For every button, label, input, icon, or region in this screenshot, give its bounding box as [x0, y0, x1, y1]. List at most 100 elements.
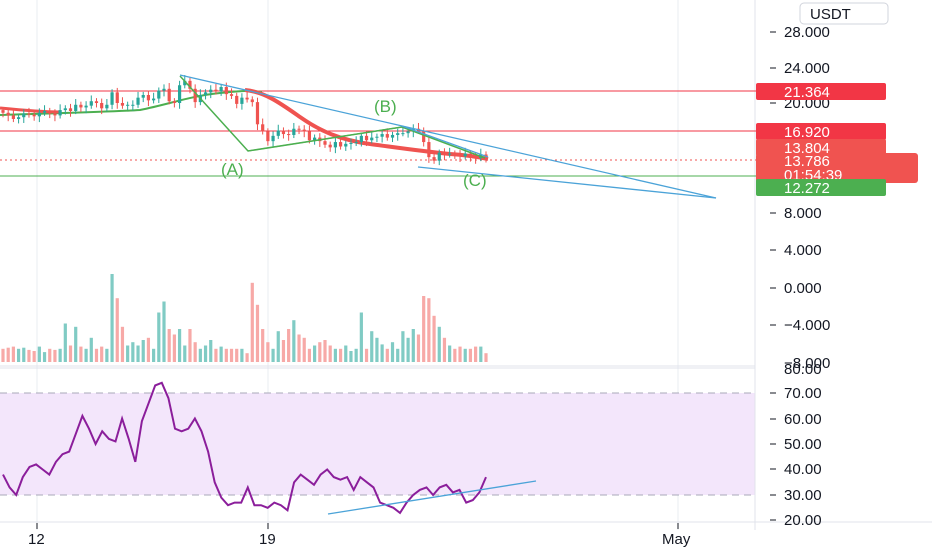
- candle-body: [120, 103, 125, 106]
- volume-bar: [385, 348, 389, 362]
- candle-body: [63, 108, 67, 111]
- volume-bar: [219, 346, 223, 362]
- candle-body: [115, 92, 119, 103]
- candle-body: [58, 110, 62, 116]
- candle-body: [94, 101, 99, 103]
- volume-bar: [131, 342, 135, 362]
- candle-body: [468, 153, 473, 158]
- volume-bar: [126, 345, 130, 362]
- candle-body: [432, 157, 436, 161]
- candle-body: [53, 113, 57, 116]
- candle-body: [193, 88, 197, 103]
- volume-bar: [183, 345, 187, 362]
- volume-bar: [136, 345, 140, 362]
- volume-bar: [16, 348, 21, 362]
- volume-bar: [240, 348, 244, 362]
- volume-bar: [58, 348, 62, 362]
- volume-bar: [141, 340, 145, 362]
- date-axis[interactable]: 12 19 May: [28, 523, 691, 548]
- currency-box: [799, 2, 889, 25]
- candle-body: [448, 153, 452, 155]
- volume-bar: [193, 342, 197, 362]
- candle-body: [141, 95, 145, 98]
- candle-body: [338, 142, 343, 147]
- candle-body: [328, 144, 332, 148]
- candle-body: [79, 104, 83, 108]
- candle-body: [37, 112, 41, 117]
- volume-bar: [157, 312, 161, 362]
- candle-body: [307, 131, 312, 141]
- candle-body: [313, 137, 317, 141]
- rsi-tick-30: 30.00: [784, 487, 822, 504]
- candle-body: [131, 104, 135, 106]
- candle-body: [463, 153, 467, 157]
- candle-body: [157, 90, 161, 99]
- price-tick-8: 8.000: [784, 205, 822, 222]
- candle-body: [364, 135, 369, 141]
- rsi-line: [2, 381, 487, 515]
- candle-body: [281, 130, 286, 135]
- candle-body: [105, 104, 109, 109]
- volume-bar: [89, 337, 93, 362]
- volume-bar: [167, 329, 171, 362]
- volume-bar: [37, 346, 41, 362]
- candle-body: [100, 103, 104, 109]
- candle-body: [229, 94, 234, 96]
- price-tick-0: 0.000: [784, 280, 822, 297]
- rsi-tick-50: 50.00: [784, 436, 822, 453]
- volume-bar: [250, 282, 254, 362]
- volume-bar: [276, 331, 280, 362]
- candle-body: [27, 113, 31, 115]
- volume-bar: [292, 320, 296, 362]
- rsi-tick-20: 20.00: [784, 512, 822, 529]
- wave-label-a: (A): [221, 160, 244, 179]
- candle-body: [136, 97, 140, 105]
- candle-body: [261, 124, 265, 132]
- candle-body: [406, 131, 410, 134]
- volume-bar: [313, 345, 317, 362]
- volume-bar: [318, 342, 322, 362]
- candle-body: [287, 134, 291, 136]
- volume-bar: [11, 346, 15, 362]
- volume-bar: [162, 301, 166, 362]
- candle-body: [297, 128, 301, 130]
- candle-body: [209, 89, 213, 93]
- candle-body: [266, 131, 270, 142]
- candle-body: [323, 141, 327, 145]
- volume-bar: [42, 352, 47, 362]
- volume-bar: [224, 348, 228, 362]
- volume-bar: [266, 342, 270, 362]
- volume-bar: [198, 348, 202, 362]
- volume-bar: [261, 329, 265, 362]
- volume-bar: [302, 337, 306, 362]
- rsi-tick-70: 70.00: [784, 385, 822, 402]
- price-tick-4: 4.000: [784, 242, 822, 259]
- volume-bar: [380, 344, 384, 362]
- candle-body: [276, 130, 280, 136]
- volume-bar: [354, 348, 358, 362]
- candle-body: [183, 80, 187, 86]
- tag-21364: 21.364: [784, 84, 830, 101]
- volume-bar: [115, 298, 119, 362]
- candle-body: [255, 102, 260, 125]
- candle-body: [188, 80, 192, 89]
- candle-body: [16, 117, 21, 119]
- price-axis[interactable]: USDT 28.000 24.000 20.000 8.000 4.000 0.…: [756, 2, 918, 372]
- volume-bar: [68, 345, 73, 362]
- candle-body: [453, 153, 457, 155]
- volume-bar: [177, 329, 182, 362]
- volume-bar: [22, 347, 26, 362]
- candle-body: [84, 105, 88, 108]
- rsi-tick-60: 60.00: [784, 411, 822, 428]
- date-label-12: 12: [28, 531, 45, 548]
- candle-body: [1, 110, 5, 113]
- candle-body: [344, 143, 348, 147]
- rsi-axis[interactable]: 80.00 70.00 60.00 50.00 40.00 30.00 20.0…: [770, 361, 822, 529]
- date-label-19: 19: [259, 531, 276, 548]
- candle-body: [224, 87, 228, 95]
- tag-12272-bg: [756, 179, 886, 196]
- candle-body: [74, 104, 78, 111]
- volume-bar: [453, 348, 457, 362]
- candle-body: [126, 104, 130, 106]
